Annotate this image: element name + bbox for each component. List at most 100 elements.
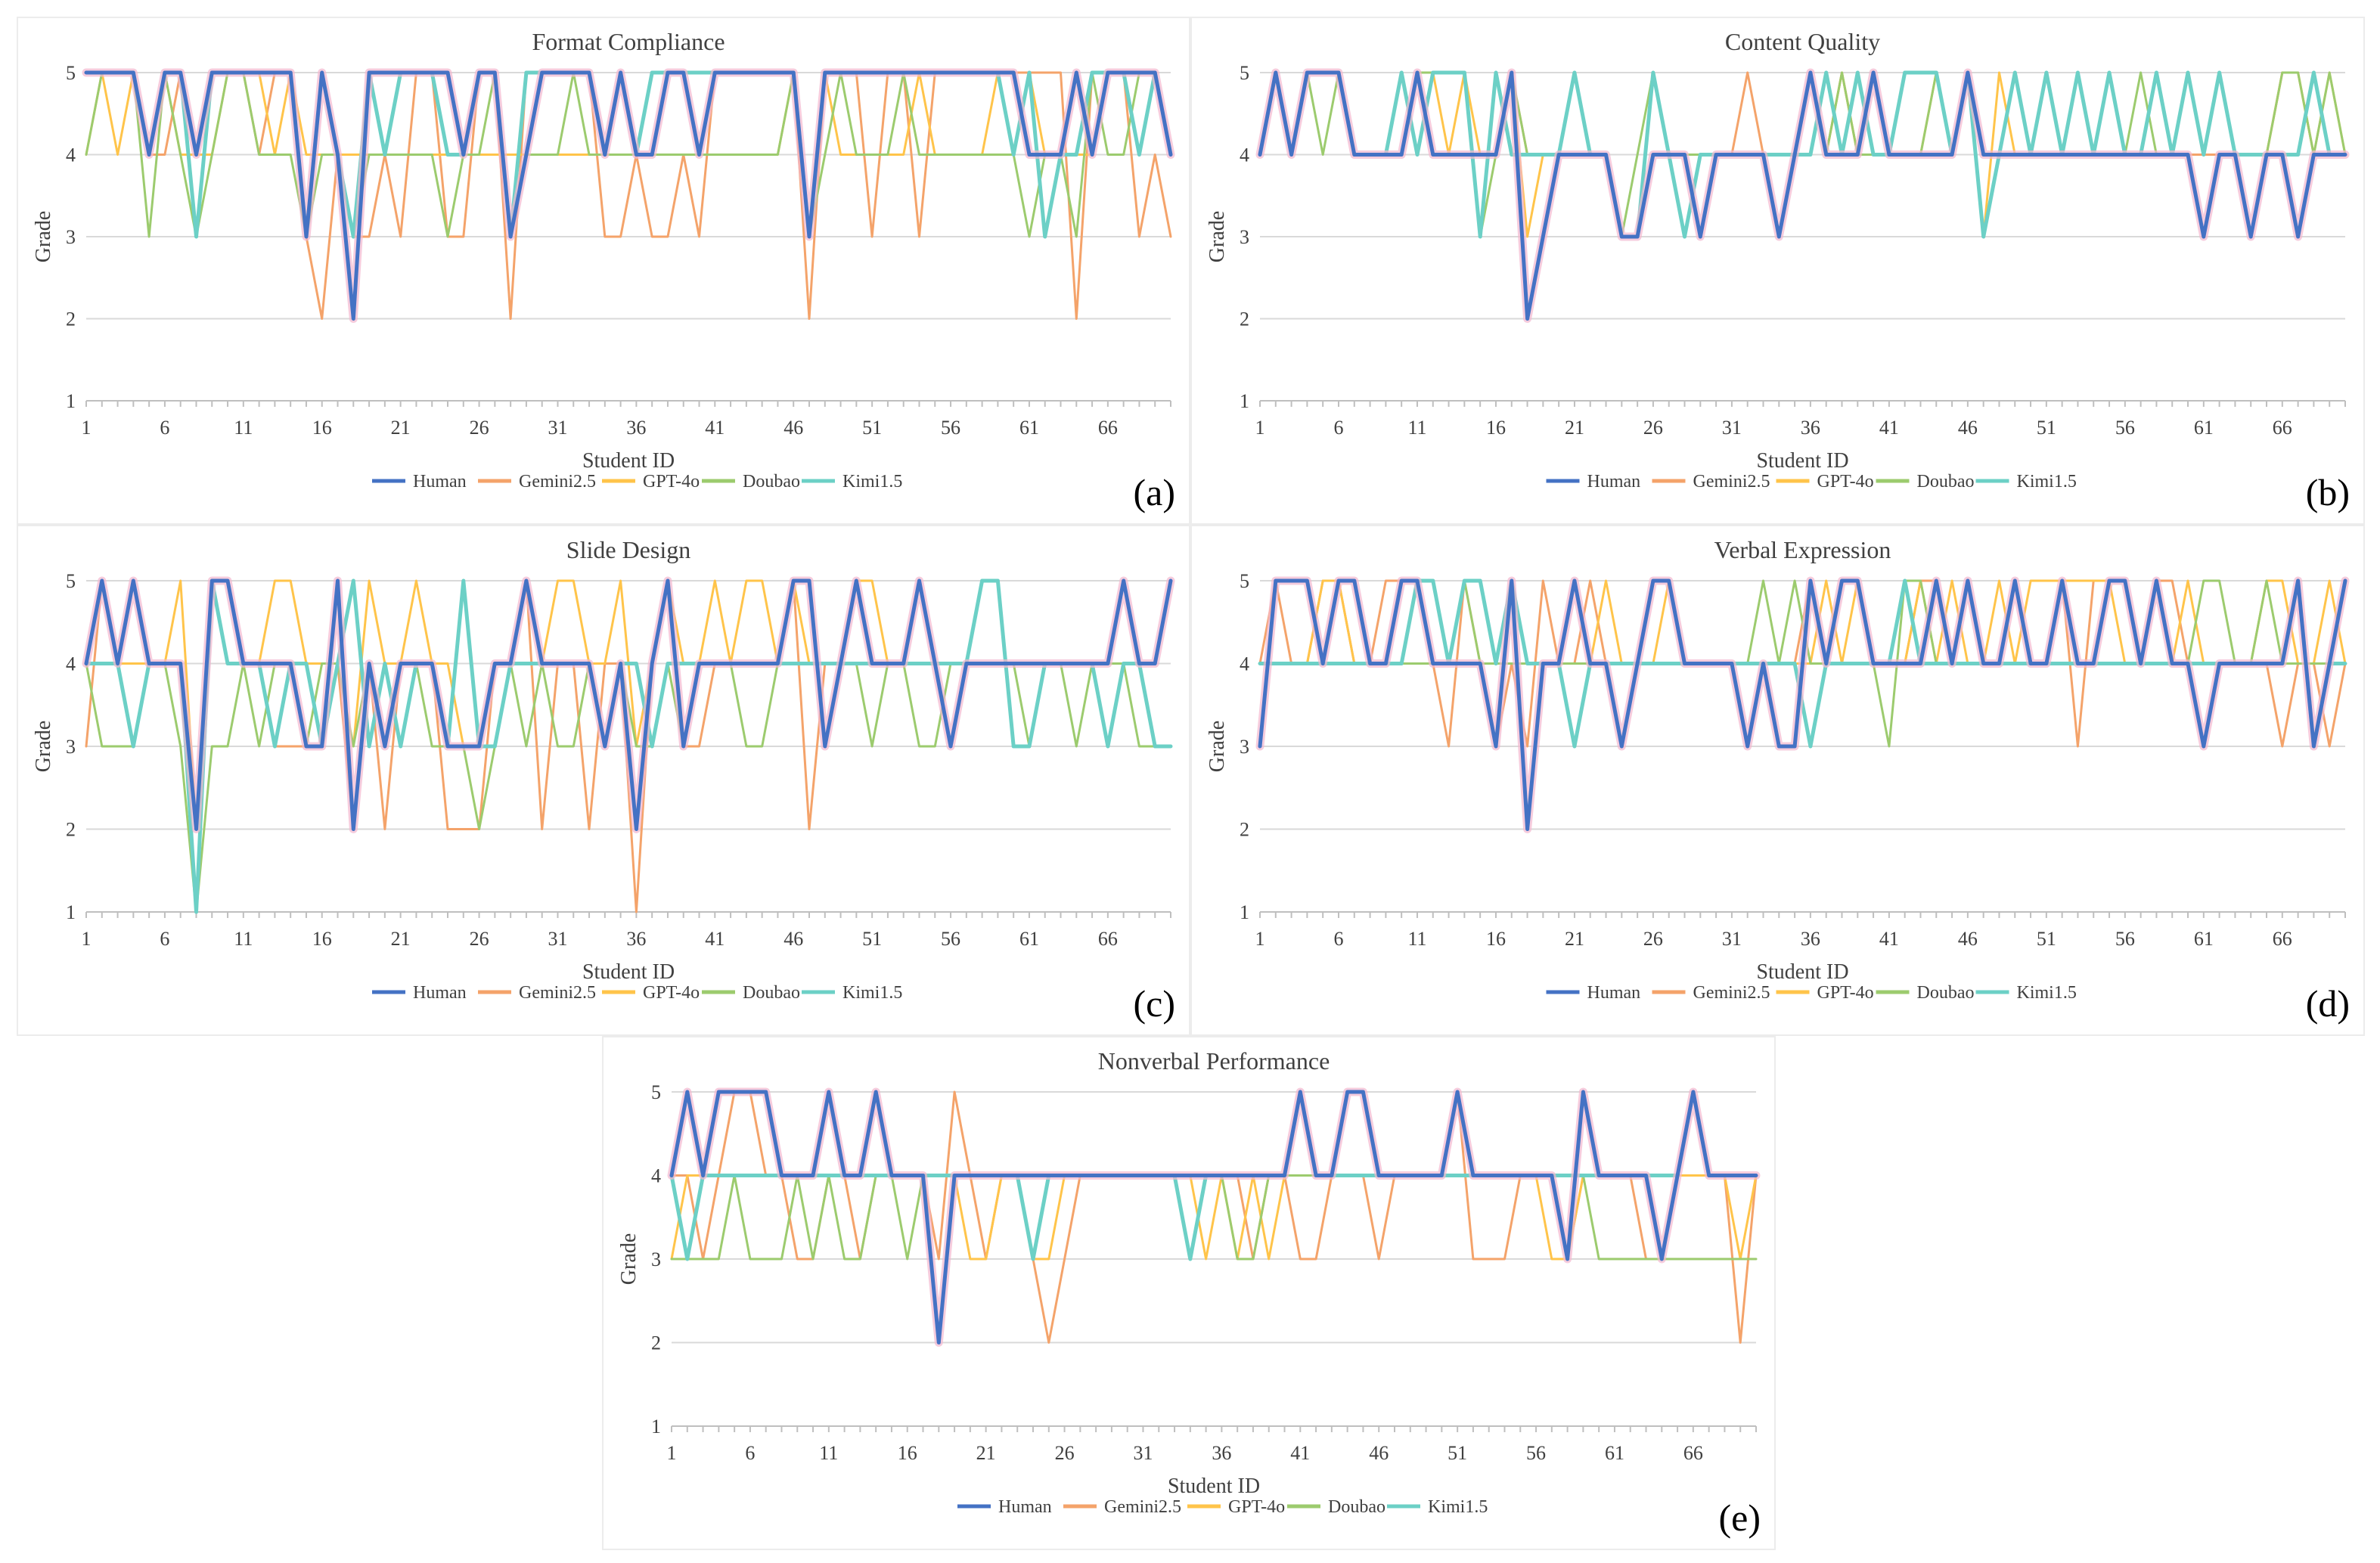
x-tick-label: 56 [1526, 1442, 1546, 1464]
y-tick-label: 2 [66, 309, 76, 330]
x-tick-label: 66 [1098, 417, 1118, 439]
x-tick-label: 36 [626, 417, 646, 439]
x-tick-label: 11 [234, 928, 253, 950]
legend-label-gemini2-5: Gemini2.5 [1693, 472, 1770, 492]
x-tick-label: 1 [1255, 417, 1265, 439]
x-tick-label: 26 [470, 417, 489, 439]
y-tick-label: 3 [1240, 736, 1249, 758]
x-tick-label: 36 [1212, 1442, 1231, 1464]
x-tick-label: 41 [1879, 417, 1899, 439]
y-tick-label: 5 [66, 570, 76, 592]
legend-label-gemini2-5: Gemini2.5 [1693, 983, 1770, 1003]
x-tick-label: 66 [2273, 928, 2292, 950]
y-axis-label: Grade [1206, 211, 1229, 262]
chart-title: Format Compliance [532, 28, 725, 55]
x-axis-label: Student ID [1168, 1475, 1260, 1498]
x-tick-label: 1 [82, 417, 92, 439]
series-line-human [1258, 578, 2347, 831]
legend-label-gpt-4o: GPT-4o [643, 472, 700, 492]
legend-label-human: Human [413, 472, 467, 492]
x-tick-label: 66 [1098, 928, 1118, 950]
x-tick-label: 46 [784, 417, 803, 439]
x-tick-label: 31 [1133, 1442, 1153, 1464]
x-axis-label: Student ID [582, 449, 675, 473]
y-tick-label: 3 [1240, 226, 1249, 248]
x-tick-label: 26 [1643, 417, 1663, 439]
legend-label-kimi1-5: Kimi1.5 [842, 472, 902, 492]
legend-label-gpt-4o: GPT-4o [1817, 983, 1874, 1003]
y-tick-label: 2 [1240, 309, 1249, 330]
x-tick-label: 41 [705, 417, 725, 439]
chart-panel-a: Format Compliance 1 2 3 4 5 1 6 11 16 21 26 31 36 41 46… [17, 17, 1190, 525]
y-tick-label: 2 [651, 1332, 661, 1354]
panel-letter: (d) [2306, 982, 2350, 1025]
x-tick-label: 11 [819, 1442, 838, 1464]
x-tick-label: 51 [862, 928, 882, 950]
x-tick-label: 51 [2037, 417, 2056, 439]
y-tick-label: 4 [1240, 653, 1249, 675]
y-tick-label: 4 [66, 144, 76, 166]
legend-label-kimi1-5: Kimi1.5 [1428, 1497, 1488, 1517]
y-tick-label: 3 [651, 1248, 661, 1270]
y-tick-label: 5 [1240, 570, 1249, 592]
y-tick-label: 2 [1240, 819, 1249, 841]
y-tick-label: 1 [1240, 390, 1249, 412]
panel-letter: (e) [1719, 1496, 1761, 1539]
x-tick-label: 51 [1448, 1442, 1467, 1464]
x-tick-label: 41 [1879, 928, 1899, 950]
x-tick-label: 56 [2115, 417, 2135, 439]
x-axis-label: Student ID [582, 960, 675, 984]
y-tick-label: 5 [651, 1081, 661, 1103]
chart-title: Nonverbal Performance [1098, 1047, 1330, 1075]
x-tick-label: 66 [2273, 417, 2292, 439]
chart-panel-b: Content Quality 1 2 3 4 5 1 6 11 16 21 26 31 36 41 46 51… [1190, 17, 2365, 525]
legend-label-doubao: Doubao [1328, 1497, 1385, 1517]
x-tick-label: 61 [2194, 928, 2214, 950]
legend-label-doubao: Doubao [1917, 983, 1975, 1003]
x-tick-label: 16 [1486, 928, 1506, 950]
x-tick-label: 6 [745, 1442, 755, 1464]
x-tick-label: 41 [1290, 1442, 1310, 1464]
x-tick-label: 31 [1722, 928, 1742, 950]
x-tick-label: 51 [2037, 928, 2056, 950]
x-tick-label: 36 [1801, 928, 1820, 950]
y-tick-label: 4 [1240, 144, 1249, 166]
x-tick-label: 1 [667, 1442, 677, 1464]
x-tick-label: 6 [160, 417, 169, 439]
chart-title: Slide Design [566, 536, 690, 563]
y-tick-label: 1 [651, 1416, 661, 1437]
x-tick-label: 21 [391, 928, 411, 950]
x-tick-label: 1 [1255, 928, 1265, 950]
y-tick-label: 4 [66, 653, 76, 675]
series-line-human [1258, 70, 2347, 321]
legend-label-gemini2-5: Gemini2.5 [1104, 1497, 1181, 1517]
chart-panel-d: Verbal Expression 1 2 3 4 5 1 6 11 16 21 26 31 36 41 46… [1190, 525, 2365, 1036]
y-tick-label: 5 [66, 62, 76, 84]
x-tick-label: 36 [626, 928, 646, 950]
x-tick-label: 26 [1055, 1442, 1075, 1464]
x-tick-label: 1 [82, 928, 92, 950]
x-tick-label: 21 [976, 1442, 996, 1464]
x-axis-label: Student ID [1756, 960, 1848, 984]
x-tick-label: 6 [1333, 928, 1343, 950]
legend-label-human: Human [998, 1497, 1052, 1517]
y-axis-label: Grade [1206, 721, 1229, 772]
series-line-kimi1-5 [1258, 70, 2347, 239]
legend-label-doubao: Doubao [743, 472, 800, 492]
x-tick-label: 41 [705, 928, 725, 950]
x-tick-label: 31 [1722, 417, 1742, 439]
y-axis-label: Grade [617, 1233, 641, 1285]
x-tick-label: 31 [548, 417, 567, 439]
x-tick-label: 16 [312, 928, 332, 950]
x-tick-label: 56 [941, 928, 960, 950]
x-tick-label: 61 [2194, 417, 2214, 439]
legend-label-doubao: Doubao [1917, 472, 1975, 492]
series-line-doubao [85, 71, 1172, 238]
x-tick-label: 11 [1407, 928, 1426, 950]
y-tick-label: 1 [66, 901, 76, 923]
panel-letter: (c) [1134, 982, 1176, 1025]
x-tick-label: 16 [1486, 417, 1506, 439]
